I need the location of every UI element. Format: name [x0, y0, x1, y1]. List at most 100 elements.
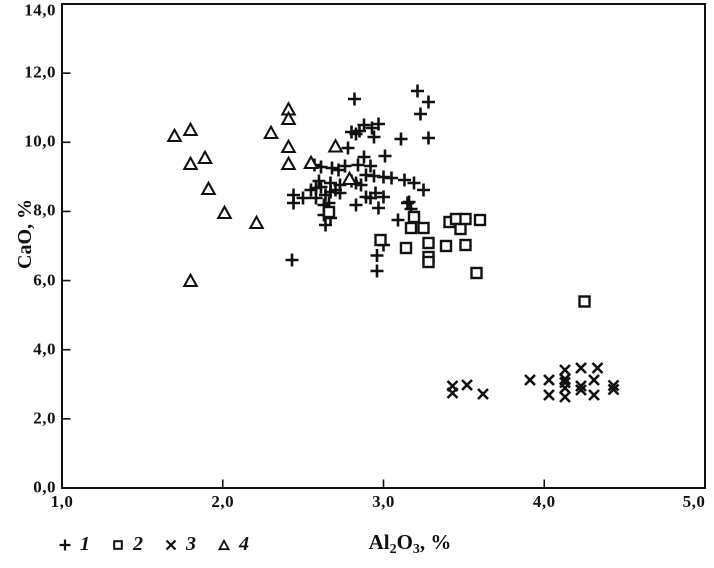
y-tick-label: 6,0 — [33, 270, 56, 290]
point-plus — [351, 158, 365, 172]
y-tick-label: 12,0 — [24, 62, 56, 82]
point-square — [399, 241, 413, 255]
point-plus — [378, 149, 392, 163]
x-axis-title-base2: O — [396, 530, 413, 554]
point-plus — [385, 171, 398, 185]
point-plus — [377, 190, 390, 204]
point-square — [404, 221, 418, 235]
triangle-icon — [217, 538, 231, 550]
point-square — [322, 205, 336, 219]
point-plus — [414, 107, 427, 121]
point-plus — [296, 191, 310, 205]
point-triangle — [303, 154, 319, 170]
point-plus — [364, 191, 377, 205]
legend-item-1: 1 — [58, 533, 90, 556]
y-tick-label: 4,0 — [33, 339, 56, 359]
point-x — [588, 374, 600, 386]
legend: 1 2 3 4 — [58, 533, 249, 556]
y-tick-label: 2,0 — [33, 408, 56, 428]
point-plus — [407, 176, 421, 190]
point-plus — [349, 198, 363, 212]
point-x — [559, 364, 571, 376]
point-triangle — [182, 272, 199, 288]
point-triangle — [216, 204, 233, 220]
y-tick-label: 8,0 — [33, 201, 56, 221]
point-plus — [333, 186, 347, 200]
point-plus — [341, 141, 355, 155]
point-square — [439, 239, 453, 253]
point-x — [591, 362, 604, 374]
x-icon — [165, 539, 177, 550]
point-x — [477, 388, 489, 400]
x-axis-title-sub2: 3 — [412, 542, 420, 557]
point-plus — [325, 161, 339, 175]
point-plus — [394, 132, 408, 146]
point-triangle — [248, 214, 265, 230]
point-plus — [370, 249, 384, 262]
legend-label: 3 — [186, 533, 196, 555]
point-triangle — [166, 127, 183, 143]
point-plus — [398, 173, 411, 187]
point-triangle — [280, 138, 297, 154]
x-axis-title-suffix: , % — [419, 530, 452, 554]
point-plus — [314, 180, 328, 194]
point-plus — [391, 213, 405, 227]
x-tick-label: 3,0 — [372, 492, 395, 511]
point-plus — [422, 95, 435, 109]
point-plus — [338, 159, 352, 173]
x-axis-title-base1: Al — [368, 530, 390, 554]
point-x — [446, 387, 459, 399]
x-axis-title-sub1: 2 — [389, 542, 397, 557]
point-triangle — [197, 149, 213, 165]
legend-label: 1 — [80, 533, 90, 555]
point-plus — [319, 188, 332, 202]
point-x — [461, 379, 473, 391]
point-square — [578, 295, 591, 308]
point-plus — [370, 264, 384, 278]
point-square — [422, 255, 435, 269]
x-tick-label: 4,0 — [532, 492, 556, 511]
point-plus — [372, 201, 385, 215]
point-square — [459, 238, 472, 252]
point-plus — [367, 130, 381, 144]
x-axis-title: Al2O3, % — [330, 530, 490, 558]
legend-label: 2 — [133, 533, 143, 555]
point-square — [470, 266, 483, 280]
point-x — [575, 384, 587, 396]
y-tick-label: 14,0 — [24, 0, 56, 20]
legend-item-4: 4 — [217, 533, 249, 556]
point-square — [407, 210, 421, 224]
point-plus — [287, 196, 300, 210]
point-square — [454, 222, 467, 236]
point-triangle — [263, 124, 279, 140]
point-plus — [357, 118, 371, 132]
point-x — [588, 389, 600, 401]
plot-frame — [61, 3, 706, 489]
point-x — [559, 373, 571, 385]
x-tick-label: 5,0 — [682, 492, 706, 511]
point-plus — [348, 92, 361, 106]
point-square — [459, 212, 472, 226]
y-tick-label: 10,0 — [24, 131, 56, 151]
point-triangle — [341, 170, 358, 186]
point-plus — [422, 131, 435, 145]
x-tick-label: 2,0 — [211, 492, 235, 511]
point-plus — [309, 191, 323, 205]
point-plus — [357, 150, 371, 164]
y-tick-label: 0,0 — [33, 477, 56, 497]
point-triangle — [200, 180, 217, 196]
point-square — [374, 233, 387, 247]
legend-label: 4 — [239, 533, 249, 555]
point-square — [422, 236, 435, 250]
point-x — [607, 379, 620, 392]
point-x — [543, 389, 555, 401]
point-plus — [285, 253, 299, 267]
point-triangle — [280, 155, 297, 171]
point-x — [575, 362, 587, 374]
point-plus — [411, 84, 424, 98]
point-triangle — [280, 110, 297, 126]
point-x — [559, 391, 571, 403]
point-triangle — [182, 121, 199, 137]
